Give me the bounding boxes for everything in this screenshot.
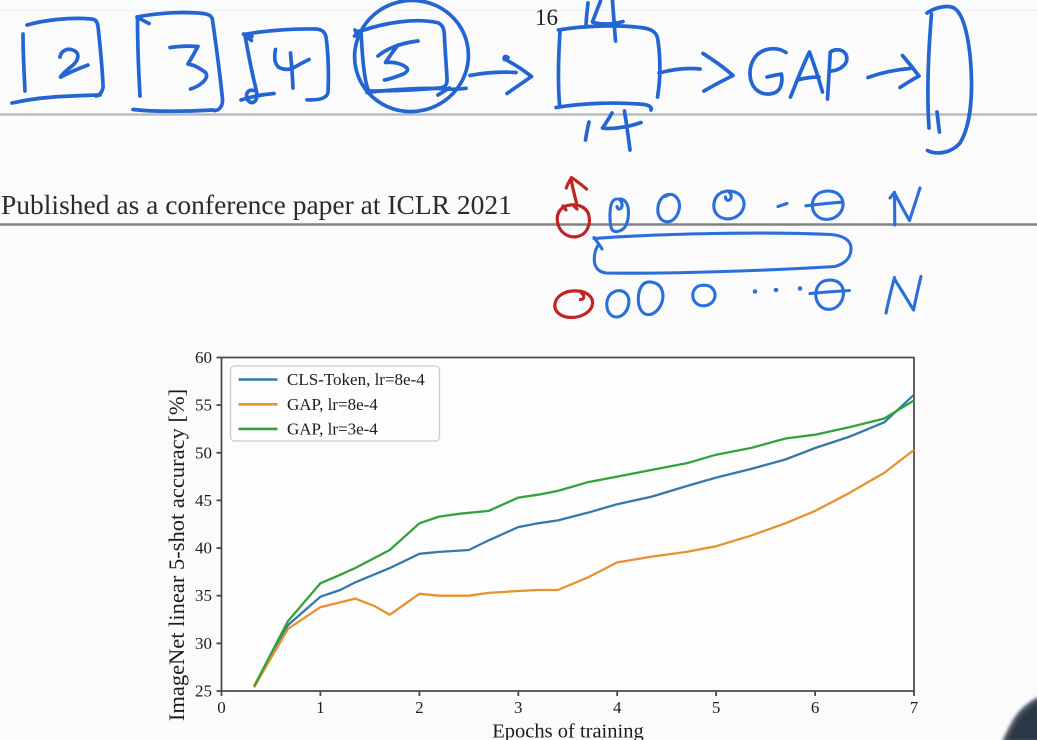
svg-text:25: 25 [195,682,212,701]
svg-text:35: 35 [195,586,212,605]
svg-text:16: 16 [535,5,558,30]
svg-text:ImageNet linear 5-shot accurac: ImageNet linear 5-shot accuracy [%] [164,389,189,721]
svg-text:0: 0 [217,698,226,717]
svg-text:6: 6 [811,698,820,717]
svg-text:3: 3 [514,698,523,717]
svg-text:60: 60 [195,348,212,367]
svg-text:5: 5 [712,698,721,717]
svg-text:2: 2 [415,698,424,717]
svg-text:7: 7 [910,698,919,717]
svg-text:CLS-Token, lr=8e-4: CLS-Token, lr=8e-4 [287,370,425,389]
svg-text:4: 4 [613,698,622,717]
svg-text:40: 40 [195,539,212,558]
svg-text:GAP, lr=8e-4: GAP, lr=8e-4 [287,395,378,414]
svg-text:1: 1 [316,698,325,717]
svg-text:55: 55 [195,396,212,415]
svg-text:45: 45 [195,491,212,510]
svg-text:30: 30 [195,634,212,653]
svg-text:Epochs of training: Epochs of training [492,721,643,740]
svg-text:Published as a conference pape: Published as a conference paper at ICLR … [1,189,512,220]
svg-text:GAP, lr=3e-4: GAP, lr=3e-4 [287,419,378,438]
svg-text:50: 50 [195,443,212,462]
